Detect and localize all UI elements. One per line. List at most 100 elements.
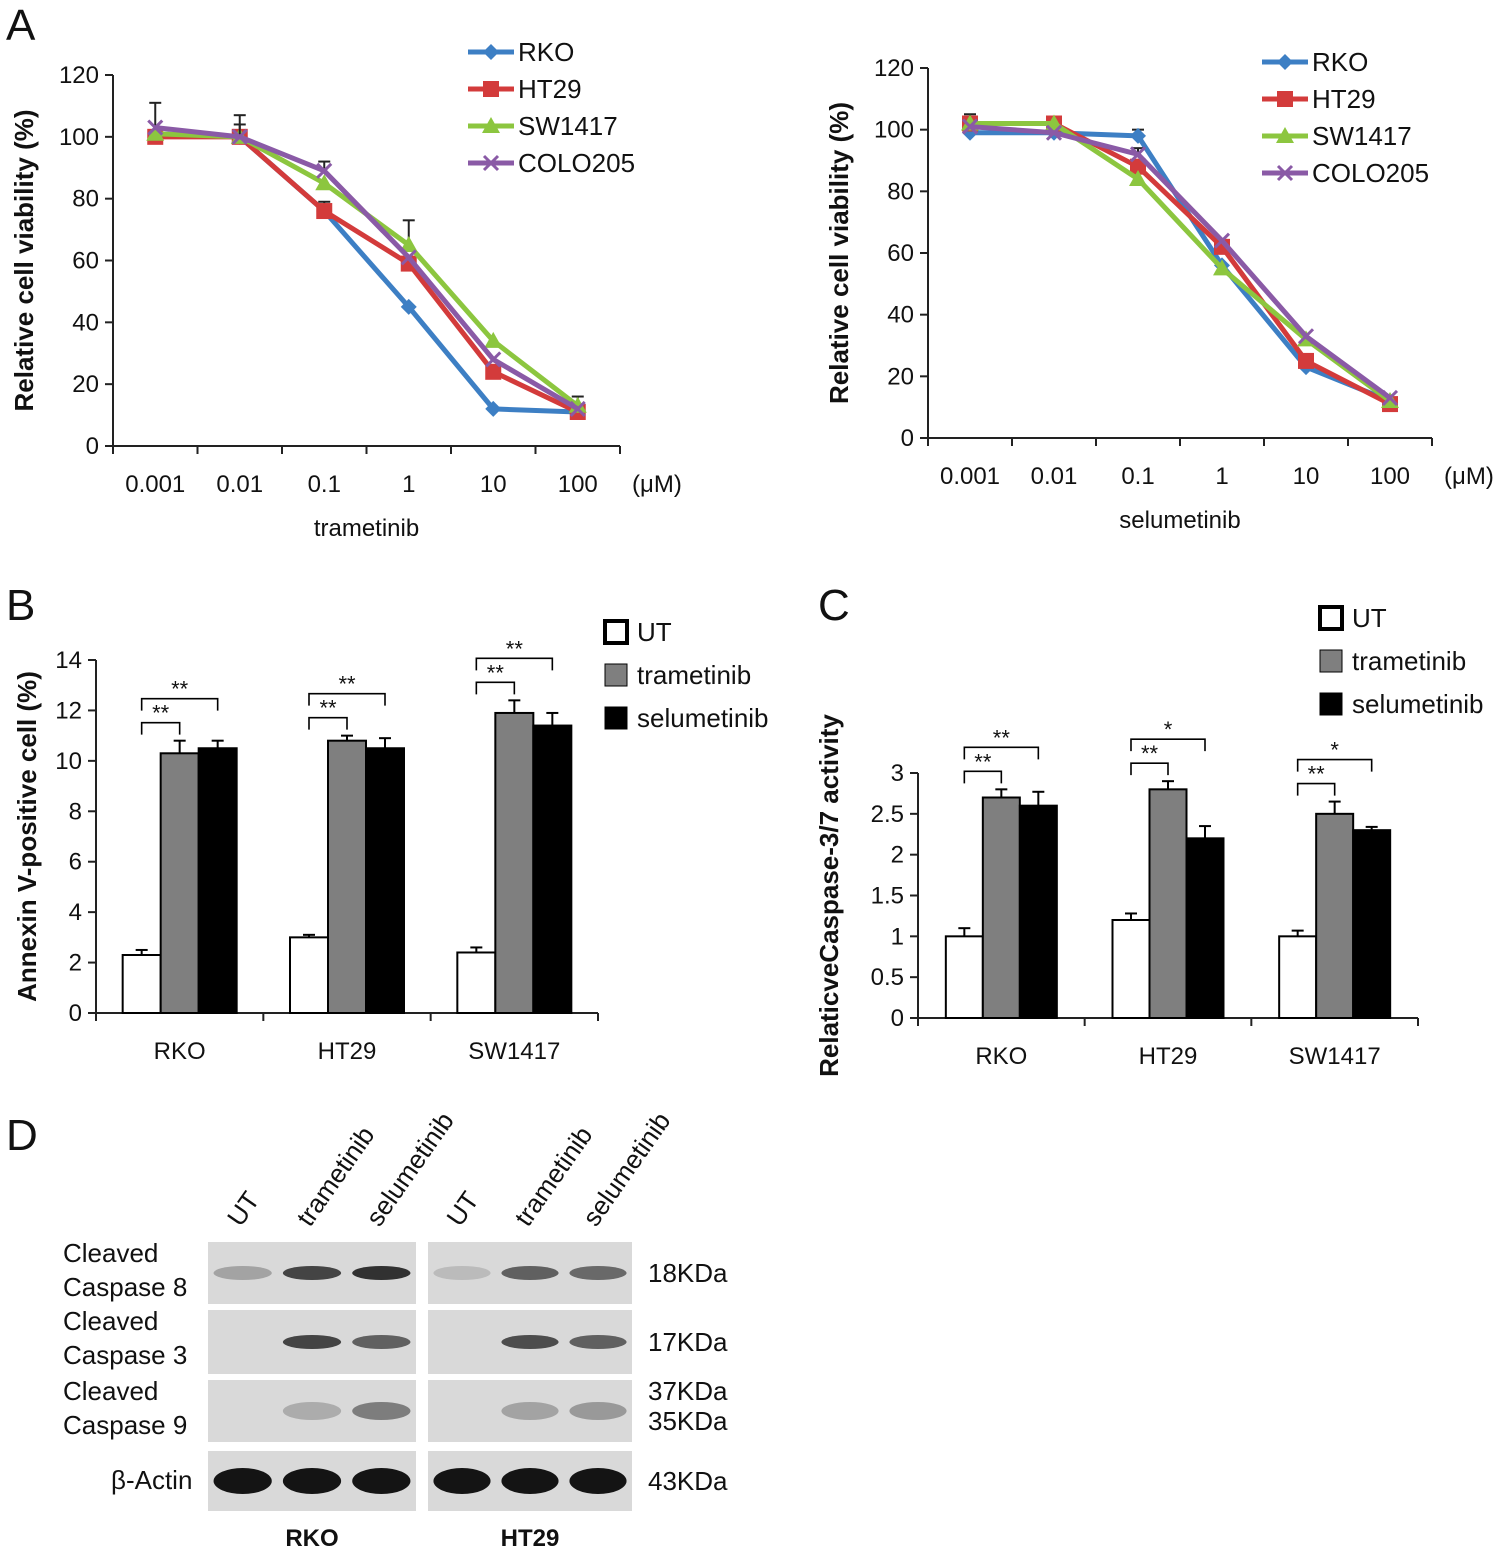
bar-ut [1278, 935, 1318, 1019]
x-tick-label: 0.001 [940, 463, 1000, 490]
lane-label-ht29-ut: UT [440, 1186, 485, 1232]
legend-label-ht29: HT29 [518, 74, 582, 104]
y-tick-label: 120 [874, 55, 914, 82]
y-axis-title: Relative cell viability (%) [824, 102, 854, 404]
molecular-weight-label: 18KDa [648, 1258, 728, 1288]
bar-selumetinib [1185, 837, 1225, 1019]
significance-bracket-lower [1130, 762, 1169, 776]
bar-trametinib [1315, 812, 1355, 1019]
data-point-sw1417 [1213, 259, 1231, 276]
x-tick-label: 10 [480, 471, 507, 498]
x-tick-label: 100 [1370, 463, 1410, 490]
legend-label-rko: RKO [518, 37, 574, 67]
chart-a-right: 0 20 40 60 80 100 120 0.001 0.01 0.1 1 10 100 (μM) sel… [824, 47, 1494, 534]
data-point-colo205 [1129, 146, 1147, 163]
chart-c: 00.511.522.53RKO****HT29***SW1417***Rela… [814, 603, 1484, 1077]
x-tick-label: 0.01 [1031, 463, 1078, 490]
significance-label-upper: ** [171, 677, 189, 702]
blot-band [352, 1402, 411, 1420]
bar-ut [289, 936, 329, 1014]
data-point-colo205 [316, 162, 333, 179]
legend-swatch-trametinib [1319, 649, 1343, 673]
legend-swatch-trametinib [604, 663, 628, 687]
bar-trametinib [327, 739, 367, 1015]
x-tick-label: 10 [1293, 463, 1320, 490]
y-tick-label: 40 [72, 309, 99, 336]
legend-label-ht29: HT29 [1312, 84, 1376, 114]
data-point-colo205 [485, 351, 502, 368]
x-tick-label: HT29 [1139, 1043, 1198, 1070]
data-point-ht29 [1298, 352, 1314, 369]
molecular-weight-label: 35KDa [648, 1406, 728, 1436]
significance-label-upper: * [1164, 717, 1173, 742]
x-axis-title: trametinib [314, 515, 419, 542]
x-tick-label: SW1417 [1289, 1043, 1381, 1070]
y-tick-label: 100 [59, 124, 99, 151]
y-tick-label: 2 [69, 950, 82, 977]
data-point-rko [1130, 127, 1146, 144]
data-point-sw1417 [399, 236, 418, 253]
data-point-sw1417 [146, 124, 165, 141]
bar-trametinib [1148, 788, 1188, 1019]
unit-label: (μM) [632, 471, 682, 498]
x-tick-label: RKO [975, 1043, 1027, 1070]
y-tick-label: 100 [874, 117, 914, 144]
unit-label: (μM) [1444, 463, 1494, 490]
blot-band [352, 1266, 411, 1280]
x-tick-label: HT29 [318, 1038, 377, 1065]
series-line-colo205 [969, 124, 1392, 400]
panel-letter-c: C [818, 581, 850, 630]
data-point-ht29 [316, 203, 333, 220]
data-point-rko [400, 298, 417, 315]
chart-b: 02468101214RKO****HT29****SW1417****Anne… [12, 617, 769, 1065]
molecular-weight-label: 43KDa [648, 1466, 728, 1496]
x-axis-title: selumetinib [1119, 507, 1240, 534]
significance-label-lower: ** [1308, 762, 1326, 787]
bar-trametinib [494, 711, 535, 1014]
legend-label-trametinib: trametinib [1352, 646, 1466, 676]
data-point-colo205 [231, 128, 248, 145]
blot-band [352, 1468, 411, 1494]
significance-bracket-upper [140, 697, 219, 711]
data-point-colo205 [1297, 328, 1315, 345]
bar-selumetinib [1352, 829, 1392, 1020]
y-tick-label: 80 [887, 178, 914, 205]
blot-row-label: Cleaved [63, 1238, 158, 1268]
bar-ut [121, 954, 162, 1014]
x-tick-label: 100 [558, 471, 598, 498]
data-point-colo205 [1381, 389, 1399, 406]
data-point-colo205 [569, 400, 586, 417]
x-tick-label: 0.1 [308, 471, 341, 498]
y-tick-label: 60 [887, 240, 914, 267]
lane-label-ht29-selumetinib: selumetinib [576, 1107, 676, 1232]
blot-row-label: Cleaved [63, 1306, 158, 1336]
blot-band [501, 1468, 559, 1494]
legend-marker-ht29 [1277, 91, 1293, 107]
y-tick-label: 80 [72, 186, 99, 213]
x-tick-label: 1 [402, 471, 415, 498]
significance-bracket-upper [475, 657, 554, 671]
significance-label-upper: * [1330, 738, 1339, 763]
legend-marker-ht29 [483, 81, 499, 97]
blot-band [282, 1335, 342, 1349]
legend-label-ut: UT [637, 617, 672, 647]
bar-selumetinib [365, 747, 405, 1014]
series-line-colo205 [154, 125, 580, 412]
x-tick-label: 0.1 [1121, 463, 1154, 490]
y-tick-label: 1.5 [871, 883, 904, 910]
panel-letter-b: B [6, 581, 35, 630]
data-point-sw1417 [315, 174, 334, 191]
y-tick-label: 60 [72, 248, 99, 275]
y-tick-label: 1 [891, 923, 904, 950]
y-tick-label: 20 [72, 371, 99, 398]
legend-label-ut: UT [1352, 603, 1387, 633]
significance-bracket-lower [475, 681, 516, 695]
legend-label-selumetinib: selumetinib [637, 703, 769, 733]
blot-band [433, 1266, 491, 1280]
data-point-colo205 [1045, 124, 1063, 141]
series-line-sw1417 [155, 131, 580, 408]
legend-marker-colo205 [482, 154, 500, 172]
data-point-sw1417 [1129, 170, 1147, 186]
cell-line-label-ht29: HT29 [501, 1525, 560, 1551]
